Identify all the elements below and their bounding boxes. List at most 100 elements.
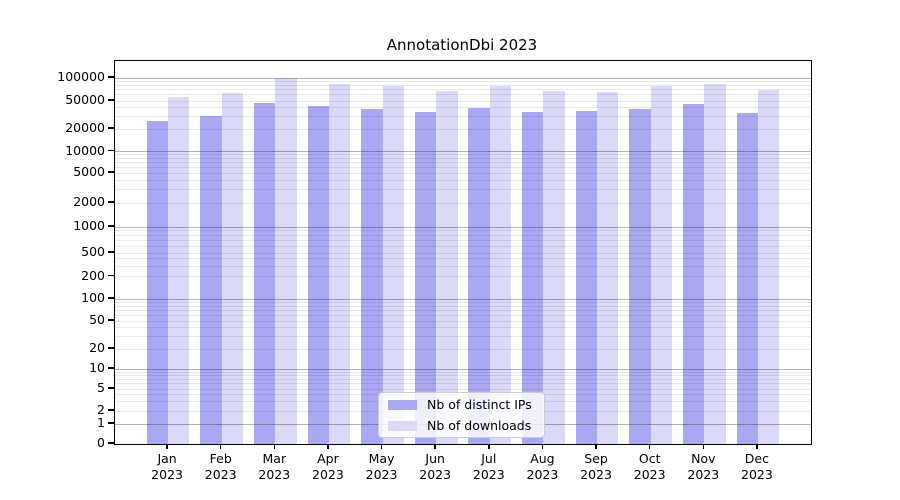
x-tick-mark-nov	[702, 444, 704, 449]
y-tick-label-20: 20	[89, 340, 105, 355]
x-tick-year: 2023	[258, 467, 291, 482]
y-tick-label-10000: 10000	[65, 142, 105, 158]
x-tick-label-jul: Jul 2023	[457, 451, 521, 483]
y-tick-label-200: 200	[81, 267, 105, 283]
x-tick-mark-dec	[756, 444, 758, 449]
x-tick-year: 2023	[633, 467, 666, 482]
gridline-minor-90000	[115, 80, 811, 82]
x-tick-label-oct: Oct 2023	[618, 451, 682, 483]
x-tick-year: 2023	[687, 467, 720, 482]
legend-label-downloads: Nb of downloads	[427, 418, 532, 433]
y-tick-label-20000: 20000	[65, 120, 105, 135]
x-tick-mark-feb	[220, 444, 222, 449]
x-tick-month: Dec	[744, 451, 769, 466]
x-tick-year: 2023	[419, 467, 452, 482]
x-tick-month: Sep	[584, 451, 608, 466]
y-tick-label-100000: 100000	[57, 69, 105, 84]
y-tick-mark-200	[108, 274, 114, 277]
y-tick-mark-100000	[108, 76, 114, 78]
y-tick-label-10: 10	[89, 360, 105, 375]
y-tick-label-5000: 5000	[73, 164, 105, 179]
x-tick-month: Oct	[638, 451, 661, 466]
bar-ips-sep	[575, 110, 598, 444]
y-tick-label-100: 100	[81, 290, 105, 305]
x-tick-year: 2023	[365, 467, 398, 482]
x-tick-label-mar: Mar 2023	[242, 451, 306, 483]
y-tick-mark-5	[108, 387, 114, 389]
bar-ips-feb	[200, 116, 222, 444]
y-tick-mark-5000	[108, 171, 114, 173]
x-tick-month: Apr	[317, 451, 339, 466]
x-tick-label-nov: Nov 2023	[671, 451, 735, 483]
x-tick-label-dec: Dec 2023	[725, 451, 789, 483]
bar-ips-nov	[682, 104, 705, 444]
bar-downloads-nov	[704, 83, 726, 444]
x-tick-mark-aug	[541, 444, 544, 449]
y-tick-label-2000: 2000	[73, 194, 105, 209]
x-tick-month: Nov	[691, 451, 716, 466]
gridline-major-100000	[115, 77, 811, 79]
y-tick-label-2: 2	[97, 402, 105, 417]
y-tick-mark-20000	[108, 127, 114, 129]
legend-swatch-distinct-ips	[388, 399, 417, 410]
bar-ips-dec	[736, 113, 758, 444]
y-tick-label-0: 0	[97, 435, 105, 450]
x-tick-mark-apr	[327, 444, 329, 449]
x-tick-month: Feb	[209, 451, 232, 466]
x-tick-mark-jan	[166, 444, 168, 449]
x-tick-year: 2023	[312, 467, 344, 482]
legend-label-distinct-ips: Nb of distinct IPs	[427, 397, 532, 412]
y-tick-label-50000: 50000	[65, 92, 105, 107]
x-tick-year: 2023	[204, 467, 237, 482]
y-tick-label-1000: 1000	[73, 218, 105, 233]
x-tick-year: 2023	[472, 467, 505, 482]
y-tick-mark-0	[108, 442, 114, 444]
bar-downloads-jan	[168, 97, 190, 444]
x-tick-month: Jul	[481, 451, 497, 466]
bar-ips-mar	[253, 102, 276, 444]
y-tick-label-5: 5	[97, 380, 105, 395]
bar-downloads-jul	[489, 86, 512, 444]
x-tick-label-sep: Sep 2023	[564, 451, 628, 483]
x-tick-label-apr: Apr 2023	[296, 451, 360, 483]
x-tick-month: Mar	[262, 451, 287, 466]
legend-swatch-downloads	[388, 420, 417, 431]
bar-ips-jul	[468, 107, 490, 444]
x-tick-label-feb: Feb 2023	[189, 451, 253, 483]
x-tick-year: 2023	[580, 467, 612, 482]
x-tick-mark-sep	[595, 444, 597, 449]
bar-downloads-aug	[543, 90, 565, 444]
chart-title: AnnotationDbi 2023	[386, 36, 538, 54]
bar-downloads-dec	[757, 90, 780, 444]
x-tick-year: 2023	[741, 467, 773, 482]
x-tick-month: Aug	[530, 451, 555, 466]
y-tick-mark-50	[108, 319, 114, 321]
x-tick-label-may: May 2023	[350, 451, 414, 483]
x-tick-mark-mar	[273, 444, 276, 449]
y-tick-mark-500	[108, 251, 114, 253]
y-tick-mark-20	[108, 347, 114, 349]
x-tick-label-jun: Jun 2023	[403, 451, 467, 483]
bar-downloads-may	[382, 86, 404, 444]
y-tick-mark-100	[108, 297, 114, 299]
y-tick-mark-2000	[108, 201, 114, 203]
bar-downloads-oct	[650, 86, 673, 444]
x-tick-label-jan: Jan 2023	[135, 451, 199, 483]
y-tick-mark-1	[108, 422, 114, 424]
y-tick-label-1: 1	[97, 415, 105, 430]
bar-ips-may	[361, 109, 383, 444]
bar-ips-jun	[414, 111, 437, 444]
legend-item-downloads: Nb of downloads	[379, 417, 544, 434]
x-tick-mark-oct	[648, 444, 651, 449]
bar-downloads-jun	[436, 90, 458, 444]
x-tick-mark-jul	[488, 444, 490, 449]
y-tick-label-50: 50	[89, 312, 105, 327]
y-tick-mark-50000	[108, 99, 114, 101]
legend: Nb of distinct IPs Nb of downloads	[378, 392, 545, 438]
bar-downloads-sep	[597, 91, 619, 444]
bar-ips-jan	[146, 120, 169, 444]
bar-ips-oct	[629, 108, 651, 444]
x-tick-year: 2023	[151, 467, 183, 482]
legend-item-distinct-ips: Nb of distinct IPs	[379, 396, 544, 413]
